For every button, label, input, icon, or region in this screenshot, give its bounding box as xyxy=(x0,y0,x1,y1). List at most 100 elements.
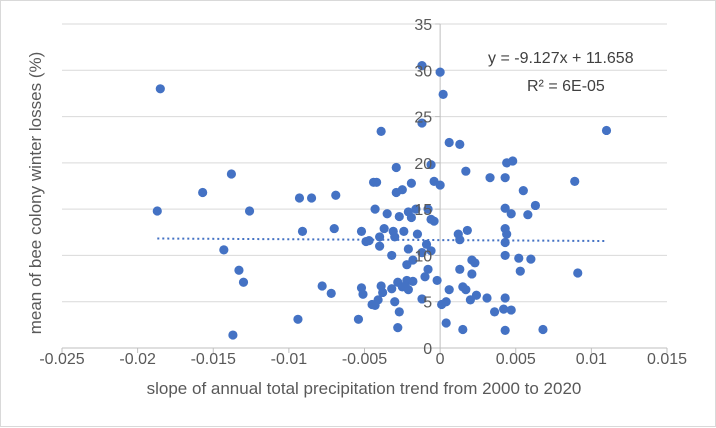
y-tick-label: 20 xyxy=(414,156,432,173)
data-point xyxy=(438,89,448,99)
data-point xyxy=(297,226,308,236)
data-point xyxy=(198,187,208,198)
data-point xyxy=(455,139,465,149)
data-point xyxy=(506,209,516,219)
data-point xyxy=(238,277,249,287)
data-point xyxy=(391,187,401,198)
data-point xyxy=(538,324,548,335)
data-point xyxy=(426,160,436,170)
data-point xyxy=(462,225,472,236)
data-point xyxy=(390,297,400,307)
y-tick-label: 25 xyxy=(414,110,432,127)
data-point xyxy=(601,125,612,136)
x-tick-label: 0.01 xyxy=(576,351,607,368)
data-point xyxy=(376,126,386,136)
data-point xyxy=(508,156,518,166)
data-point xyxy=(372,177,382,187)
data-point xyxy=(155,84,165,94)
data-point xyxy=(500,325,510,336)
data-point xyxy=(573,268,583,278)
data-point xyxy=(500,173,510,183)
data-point xyxy=(329,223,339,234)
data-point xyxy=(403,244,413,254)
y-tick-label: 35 xyxy=(414,17,432,34)
data-point xyxy=(432,275,442,286)
data-point xyxy=(408,276,418,286)
data-point xyxy=(470,258,480,268)
data-point xyxy=(358,289,368,299)
data-point xyxy=(394,307,404,317)
trendline-r-squared: R² = 6E-05 xyxy=(527,78,605,95)
data-point xyxy=(353,314,364,324)
data-point xyxy=(570,176,580,186)
x-tick-label: 0.005 xyxy=(496,351,536,368)
data-point xyxy=(458,324,468,335)
data-point xyxy=(379,223,389,234)
data-point xyxy=(523,210,533,220)
data-point xyxy=(500,250,510,261)
data-point xyxy=(417,248,427,258)
data-point xyxy=(399,226,409,236)
data-point xyxy=(465,295,475,305)
data-point xyxy=(226,169,236,179)
data-point xyxy=(518,186,528,196)
data-point xyxy=(499,304,509,314)
data-point xyxy=(461,166,471,176)
data-point xyxy=(489,307,500,317)
data-point xyxy=(420,272,430,282)
data-point xyxy=(426,246,436,256)
data-point xyxy=(500,237,510,248)
data-point xyxy=(423,264,433,274)
x-tick-label: -0.005 xyxy=(342,351,387,368)
data-point xyxy=(234,265,244,275)
data-point xyxy=(378,287,388,298)
data-point xyxy=(390,232,400,242)
data-point xyxy=(393,323,403,333)
data-point xyxy=(515,266,525,276)
data-point xyxy=(402,260,412,270)
data-point xyxy=(500,293,510,303)
data-point xyxy=(152,206,162,216)
data-point xyxy=(482,293,492,303)
y-axis-title: mean of bee colony winter losses (%) xyxy=(26,52,45,335)
data-point xyxy=(455,264,465,274)
data-point xyxy=(455,235,465,245)
data-point xyxy=(331,190,341,200)
gridlines xyxy=(62,23,667,303)
data-point xyxy=(326,288,336,298)
data-point xyxy=(467,269,477,279)
data-point xyxy=(394,211,404,222)
data-points xyxy=(152,61,612,340)
data-point xyxy=(219,245,229,255)
data-point xyxy=(417,118,427,128)
data-point xyxy=(317,281,327,291)
data-point xyxy=(406,212,416,223)
y-tick-label: 15 xyxy=(414,202,432,219)
data-point xyxy=(356,226,367,236)
x-tick-label: -0.01 xyxy=(271,351,308,368)
data-point xyxy=(411,204,421,214)
y-tick-label: 0 xyxy=(423,341,432,358)
data-point xyxy=(406,178,416,188)
x-tick-label: -0.015 xyxy=(191,351,236,368)
x-tick-label: -0.025 xyxy=(39,351,84,368)
x-tick-label: -0.02 xyxy=(119,351,156,368)
data-point xyxy=(244,206,255,216)
data-point xyxy=(391,162,401,173)
data-point xyxy=(485,173,495,183)
data-point xyxy=(403,285,413,295)
tick-labels: 0 5 10 15 20 25 30 35 -0.025 -0.02 -0.015 -0.01 -0.0… xyxy=(39,17,687,368)
data-point xyxy=(228,330,238,340)
data-point xyxy=(293,314,303,324)
data-point xyxy=(382,209,392,219)
data-point xyxy=(294,193,305,203)
data-point xyxy=(435,67,445,77)
data-point xyxy=(514,253,524,263)
data-point xyxy=(306,193,317,203)
data-point xyxy=(526,254,536,264)
data-point xyxy=(375,232,385,242)
data-point xyxy=(461,285,471,295)
data-point xyxy=(435,180,445,190)
